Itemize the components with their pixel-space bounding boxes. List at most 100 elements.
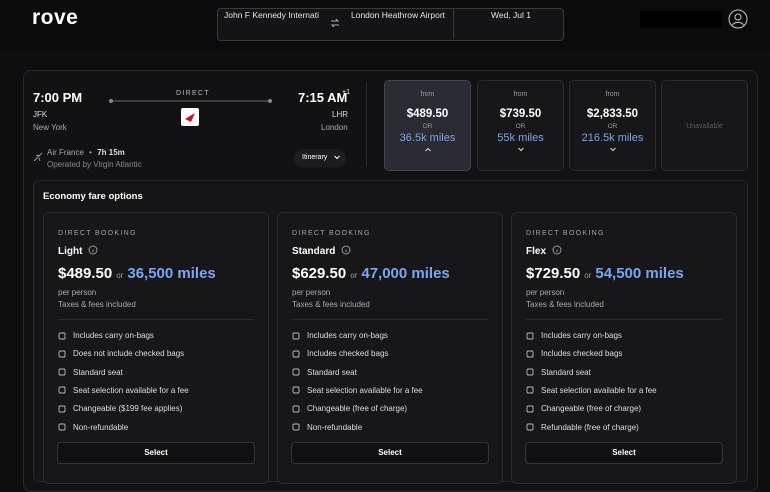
fare-name: Standard: [292, 245, 351, 257]
info-icon[interactable]: [552, 245, 562, 255]
divider: [453, 9, 454, 39]
arrive-time: 7:15 AM: [298, 90, 348, 105]
feature: Standard seat: [526, 368, 591, 377]
fare-miles: 36,500 miles: [127, 265, 215, 282]
itinerary-button[interactable]: Itinerary: [294, 149, 346, 167]
fare-name: Flex: [526, 245, 562, 257]
feature-text: Includes checked bags: [307, 349, 389, 359]
chevron: [609, 147, 616, 152]
page: {"header":{"logo":"rove","origin":"John …: [23, 6, 758, 492]
fare-options-title: Economy fare options: [43, 191, 143, 202]
or-label: OR: [607, 123, 618, 130]
feature: Includes checked bags: [292, 349, 388, 358]
search-box: [217, 8, 564, 41]
origin-city: New York: [33, 123, 67, 132]
fare-card: DIRECT BOOKING Standard $629.50 or 47,000 mi…: [277, 212, 503, 484]
feature-text: Includes carry on-bags: [73, 331, 154, 340]
cabin-option[interactable]: from $489.50 OR 36.5k miles: [384, 80, 471, 171]
or-label: or: [350, 271, 358, 280]
feature-icon: [58, 332, 66, 339]
per-person: per person: [58, 288, 97, 297]
per-person: per person: [526, 288, 565, 297]
feature-text: Standard seat: [307, 367, 357, 377]
feature: Non-refundable: [292, 423, 362, 432]
cabin-option[interactable]: from $2,833.50 OR 216.5k miles: [569, 80, 656, 171]
airline: Air France: [47, 148, 84, 157]
fare-price: $729.50: [526, 265, 581, 282]
feature-icon: [526, 423, 534, 431]
cabin-price: $2,833.50: [586, 108, 639, 120]
feature: Standard seat: [58, 368, 123, 377]
info-icon[interactable]: [88, 245, 98, 255]
or-label: OR: [422, 123, 433, 130]
chevron: [334, 155, 340, 160]
or-label: OR: [515, 123, 526, 130]
feature: Changeable (free of charge): [526, 404, 641, 413]
logo[interactable]: rove: [32, 6, 79, 29]
feature-icon: [58, 386, 66, 394]
feature-text: Standard seat: [73, 367, 123, 377]
origin-field[interactable]: John F Kennedy International: [224, 10, 319, 20]
plane-icon: [33, 152, 43, 162]
booking-type: DIRECT BOOKING: [58, 230, 137, 237]
feature: Includes checked bags: [526, 349, 622, 358]
fare-miles: 54,500 miles: [595, 265, 683, 282]
select-button[interactable]: Select: [291, 442, 489, 464]
depart-time: 7:00 PM: [33, 90, 83, 105]
airline-logo: [181, 108, 199, 126]
feature-icon: [58, 368, 66, 376]
account-button[interactable]: [640, 11, 722, 28]
itinerary-label: Itinerary: [302, 154, 328, 161]
destination-field[interactable]: London Heathrow Airport (LHR): [351, 10, 447, 20]
fare-card: DIRECT BOOKING Light $489.50 or 36,500 miles…: [43, 212, 269, 484]
cabin-price: $739.50: [499, 108, 542, 120]
feature: Non-refundable: [58, 423, 128, 432]
feature-text: Does not include checked bags: [73, 349, 185, 359]
per-person: per person: [292, 288, 331, 297]
feature-text: Changeable ($199 fee applies): [73, 404, 183, 414]
feature: Includes carry on-bags: [292, 331, 388, 340]
or-label: or: [584, 271, 592, 280]
feature-icon: [526, 350, 534, 358]
feature-text: Seat selection available for a fee: [541, 385, 657, 395]
stops: DIRECT: [176, 90, 210, 97]
feature: Seat selection available for a fee: [292, 386, 423, 395]
swap-icon[interactable]: [330, 18, 340, 28]
feature-text: Non-refundable: [73, 422, 129, 432]
divider: [58, 319, 254, 320]
fare-miles: 47,000 miles: [361, 265, 449, 282]
avatar[interactable]: [728, 9, 748, 29]
feature-text: Seat selection available for a fee: [73, 385, 189, 395]
divider: [366, 82, 367, 167]
feature-text: Seat selection available for a fee: [307, 385, 423, 395]
feature-text: Non-refundable: [307, 422, 363, 432]
feature: Standard seat: [292, 368, 357, 377]
fare-name: Light: [58, 245, 98, 257]
divider: [526, 319, 722, 320]
info-icon[interactable]: [341, 245, 351, 255]
feature-icon: [292, 368, 300, 376]
date-field[interactable]: Wed, Jul 1: [491, 10, 532, 20]
route-line: [109, 99, 272, 103]
feature-text: Refundable (free of charge): [541, 422, 639, 432]
feature-icon: [292, 405, 300, 413]
fare-name-text: Standard: [292, 246, 336, 257]
select-button[interactable]: Select: [57, 442, 255, 464]
miles-unit: miles: [645, 265, 684, 282]
feature-icon: [292, 386, 300, 394]
cabin-miles: 55k miles: [478, 132, 563, 144]
from-label: from: [513, 91, 528, 98]
feature-icon: [526, 386, 534, 394]
feature-icon: [292, 332, 300, 339]
or-label: or: [116, 271, 124, 280]
feature-icon: [292, 423, 300, 431]
miles-value: 216.5k: [581, 132, 615, 144]
airline-line: Air France • 7h 15m: [47, 148, 125, 157]
miles-unit: miles: [411, 265, 450, 282]
taxes-note: Taxes & fees included: [292, 300, 370, 309]
feature-icon: [58, 350, 66, 358]
cabin-option[interactable]: Unavailable: [661, 80, 748, 171]
cabin-option[interactable]: from $739.50 OR 55k miles: [477, 80, 564, 171]
select-button[interactable]: Select: [525, 442, 723, 464]
miles-value: 47,000: [361, 265, 408, 282]
